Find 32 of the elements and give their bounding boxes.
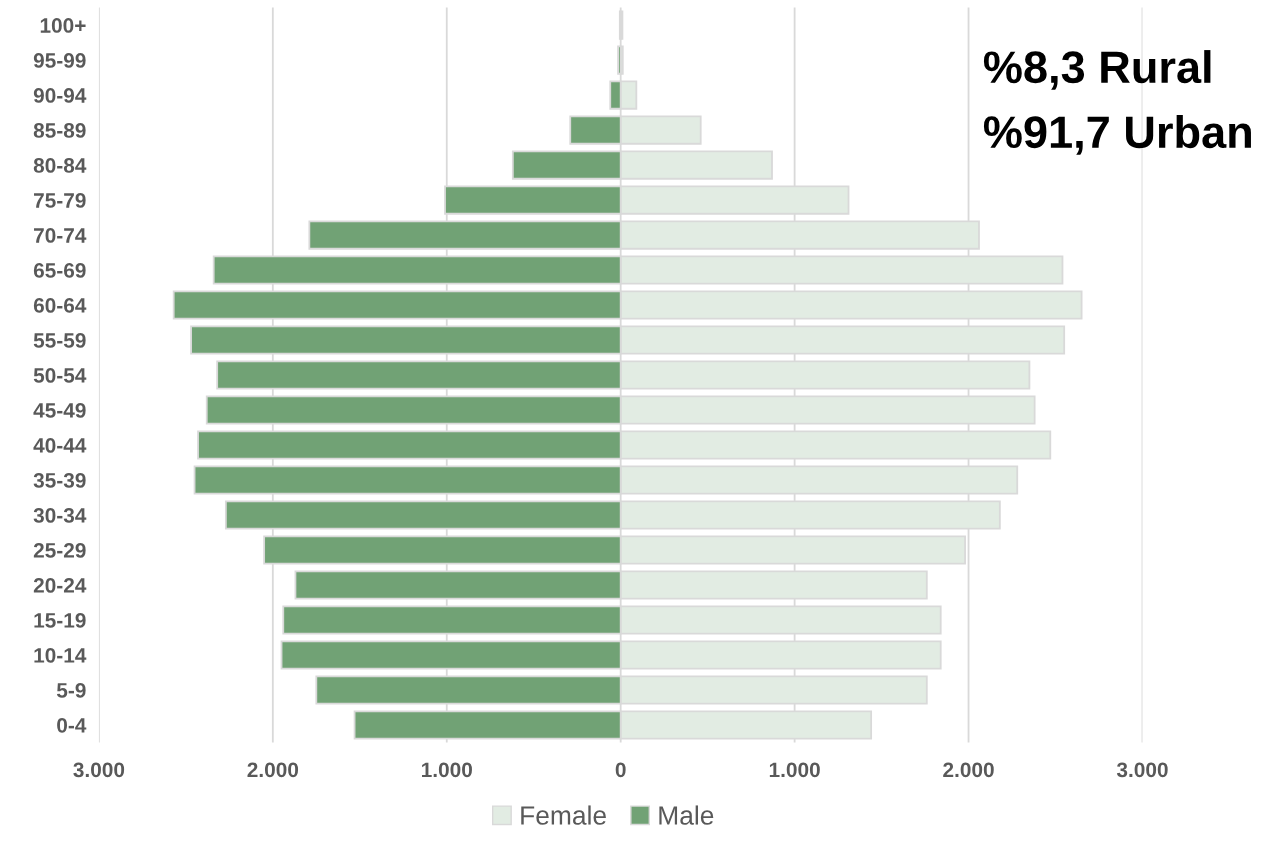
y-tick-label: 0-4 bbox=[57, 717, 87, 733]
y-tick-label: 100+ bbox=[40, 18, 86, 33]
y-tick-label: 60-64 bbox=[33, 298, 87, 313]
x-tick-label: 1.000 bbox=[422, 762, 472, 778]
x-tick-label: 2.000 bbox=[943, 762, 994, 778]
y-tick-label: 75-79 bbox=[34, 193, 86, 208]
y-tick-label: 40-44 bbox=[33, 438, 87, 453]
y-tick-label: 85-89 bbox=[33, 123, 86, 138]
y-tick-label: 55-59 bbox=[33, 333, 86, 348]
x-tick-label: 2.000 bbox=[247, 762, 299, 778]
legend-label: Female bbox=[521, 805, 606, 825]
y-tick-label: 90-94 bbox=[33, 88, 87, 103]
y-tick-label: 30-34 bbox=[33, 508, 87, 523]
x-tick-label: 3.000 bbox=[1116, 762, 1168, 778]
y-tick-label: 25-29 bbox=[33, 543, 86, 558]
x-tick-label: 1.000 bbox=[769, 762, 820, 778]
y-tick-label: 45-49 bbox=[33, 403, 86, 418]
annotation: %91,7 Urban bbox=[983, 115, 1251, 155]
y-tick-label: 70-74 bbox=[34, 228, 87, 243]
x-tick-label: 0 bbox=[615, 762, 626, 778]
legend-label: Male bbox=[659, 805, 714, 825]
y-tick-label: 10-14 bbox=[34, 648, 87, 663]
y-tick-label: 20-24 bbox=[33, 578, 87, 593]
x-tick-label: 3.000 bbox=[73, 762, 125, 778]
y-tick-label: 95-99 bbox=[33, 53, 86, 68]
y-tick-label: 35-39 bbox=[33, 473, 86, 488]
annotation: %8,3 Rural bbox=[983, 50, 1211, 90]
y-tick-label: 65-69 bbox=[33, 263, 86, 278]
y-tick-label: 5-9 bbox=[56, 682, 86, 698]
y-tick-label: 15-19 bbox=[34, 613, 86, 628]
y-tick-label: 50-54 bbox=[33, 368, 87, 383]
y-tick-label: 80-84 bbox=[33, 158, 87, 173]
